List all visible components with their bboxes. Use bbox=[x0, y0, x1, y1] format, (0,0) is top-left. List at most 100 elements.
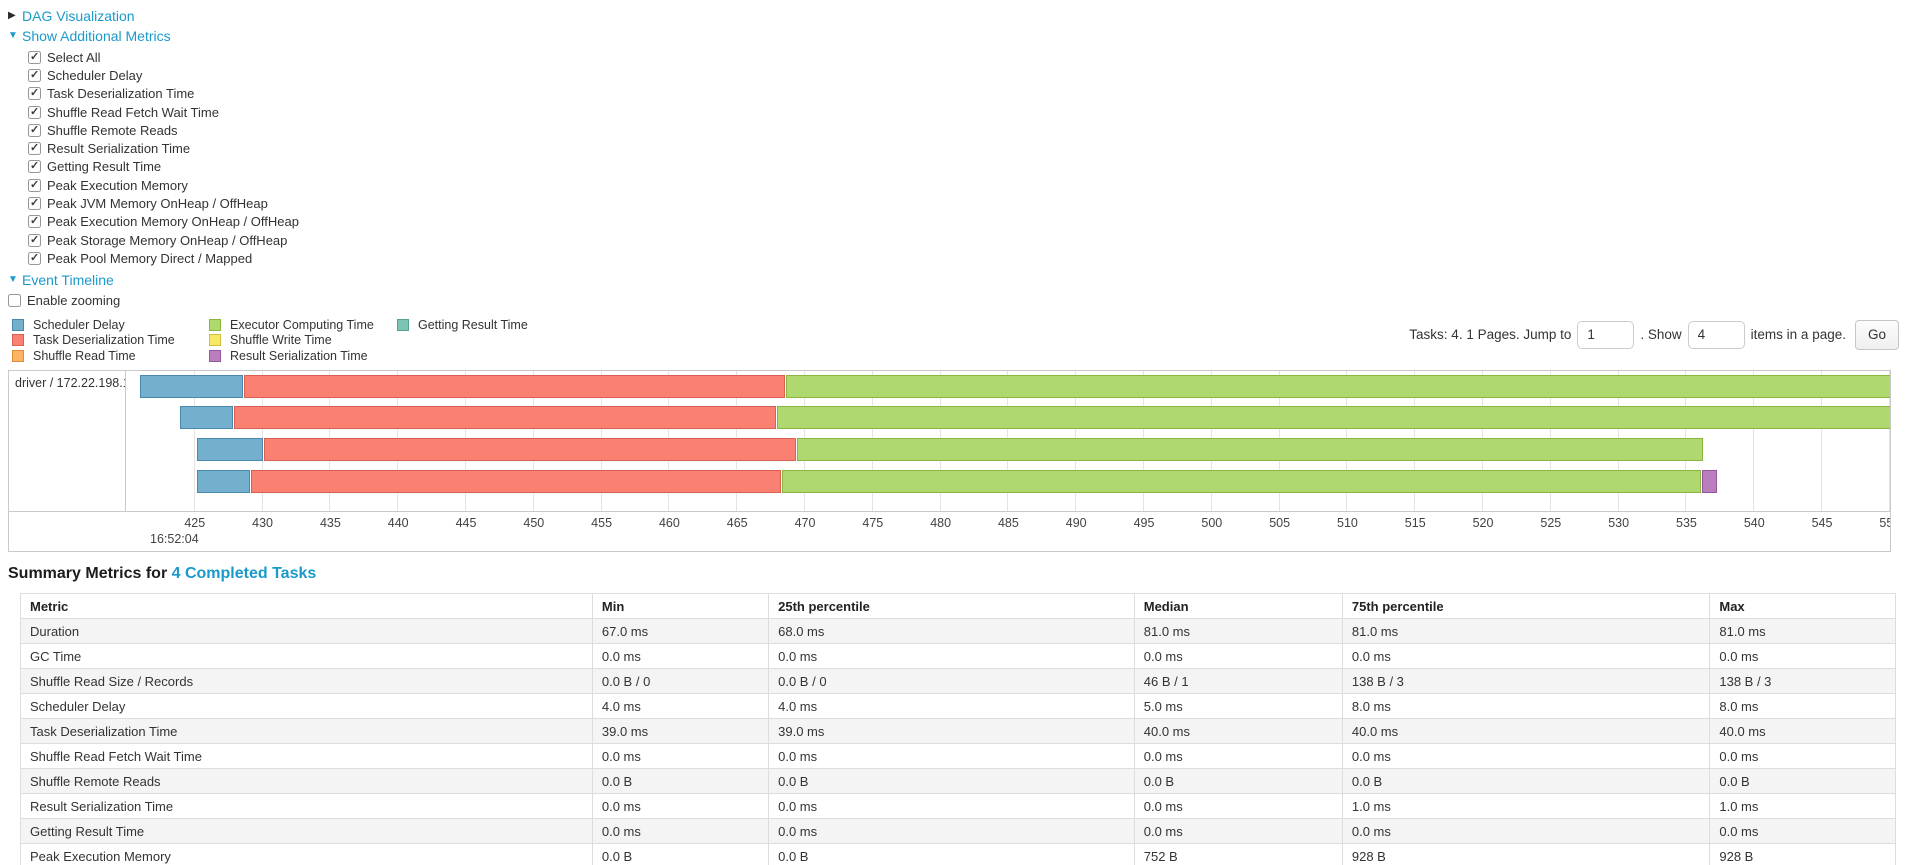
metric-checkbox-label: Peak Storage Memory OnHeap / OffHeap bbox=[47, 232, 288, 248]
summary-table-row: Result Serialization Time 0.0 ms 0.0 ms 0.0… bbox=[20, 793, 1896, 820]
axis-time-label: 16:52:04 bbox=[150, 532, 199, 547]
enable-zooming-checkbox[interactable] bbox=[8, 293, 21, 307]
metric-checkbox-label: Getting Result Time bbox=[47, 159, 162, 175]
task-bar-segment-task-deserialization[interactable] bbox=[250, 470, 782, 494]
collapsed-arrow-icon: ▶ bbox=[8, 10, 16, 21]
axis-tick-label: 480 bbox=[930, 516, 952, 531]
summary-table-row: Shuffle Read Size / Records 0.0 B / 0 0.0 … bbox=[20, 668, 1896, 695]
summary-value-cell: 81.0 ms bbox=[1709, 618, 1896, 645]
task-bar-segment-scheduler-delay[interactable] bbox=[196, 470, 250, 494]
metric-checkbox-label: Peak Pool Memory Direct / Mapped bbox=[47, 250, 253, 266]
task-bar-segment-scheduler-delay[interactable] bbox=[196, 438, 264, 462]
metric-checkbox[interactable] bbox=[28, 142, 41, 156]
summary-value-cell: 81.0 ms bbox=[1341, 618, 1711, 645]
metric-checkbox[interactable] bbox=[28, 251, 41, 265]
metric-checkbox[interactable] bbox=[28, 233, 41, 247]
axis-tick-label: 435 bbox=[319, 516, 341, 531]
metric-checkbox[interactable] bbox=[28, 197, 41, 211]
completed-tasks-link[interactable]: 4 Completed Tasks bbox=[171, 565, 317, 583]
metric-checkbox[interactable] bbox=[28, 87, 41, 101]
metric-list-item: Getting Result Time bbox=[28, 158, 1899, 176]
tasks-count-text: Tasks: 4. 1 Pages. Jump to bbox=[1409, 327, 1572, 343]
axis-tick-label: 485 bbox=[997, 516, 1019, 531]
summary-value-cell: 81.0 ms bbox=[1133, 618, 1343, 645]
axis-tick-label: 490 bbox=[1065, 516, 1087, 531]
task-bar-segment-result-serialization[interactable] bbox=[1701, 470, 1717, 494]
task-bar-segment-executor-computing[interactable] bbox=[797, 438, 1704, 462]
summary-metric-cell: Shuffle Read Size / Records bbox=[20, 668, 593, 695]
metric-checkbox-label: Shuffle Remote Reads bbox=[47, 122, 178, 138]
summary-value-cell: 39.0 ms bbox=[768, 718, 1135, 745]
summary-value-cell: 39.0 ms bbox=[591, 718, 770, 745]
summary-metric-cell: Getting Result Time bbox=[20, 818, 593, 845]
summary-value-cell: 0.0 ms bbox=[591, 743, 770, 770]
event-timeline-toggle[interactable]: ▼ Event Timeline bbox=[8, 270, 1899, 290]
summary-metric-cell: Shuffle Read Fetch Wait Time bbox=[20, 743, 593, 770]
enable-zooming-control: Enable zooming bbox=[8, 291, 1899, 310]
legend-label: Result Serialization Time bbox=[230, 348, 368, 363]
summary-value-cell: 0.0 B / 0 bbox=[591, 668, 770, 695]
summary-value-cell: 68.0 ms bbox=[768, 618, 1135, 645]
metric-list-item: Peak Execution Memory OnHeap / OffHeap bbox=[28, 213, 1899, 231]
summary-value-cell: 0.0 ms bbox=[1133, 743, 1343, 770]
summary-value-cell: 40.0 ms bbox=[1709, 718, 1896, 745]
metric-checkbox[interactable] bbox=[28, 215, 41, 229]
summary-column-header: 25th percentile bbox=[768, 593, 1135, 620]
timeline-plot-area[interactable] bbox=[126, 371, 1890, 512]
summary-value-cell: 0.0 B bbox=[768, 768, 1135, 795]
legend-column: Executor Computing Time Shuffle Write Tim… bbox=[209, 318, 397, 365]
summary-table-row: Duration 67.0 ms 68.0 ms 81.0 ms 81.0 ms 81.0… bbox=[20, 618, 1896, 645]
summary-metric-cell: Shuffle Remote Reads bbox=[20, 768, 593, 795]
metric-checkbox[interactable] bbox=[28, 123, 41, 137]
items-per-page-input[interactable] bbox=[1687, 320, 1745, 349]
axis-gridline bbox=[1821, 371, 1823, 512]
timeline-axis: 16:52:04 425 430 435 440 445 450 455 460 465 470 4… bbox=[9, 511, 1890, 551]
summary-table-row: Shuffle Read Fetch Wait Time 0.0 ms 0.0 ms… bbox=[20, 743, 1896, 770]
task-bar-segment-task-deserialization[interactable] bbox=[243, 375, 786, 399]
task-bar-segment-executor-computing[interactable] bbox=[776, 406, 1890, 430]
summary-value-cell: 928 B bbox=[1709, 843, 1896, 865]
legend-label: Task Deserialization Time bbox=[33, 333, 175, 348]
go-button[interactable]: Go bbox=[1854, 319, 1899, 350]
task-bar-segment-executor-computing[interactable] bbox=[782, 470, 1701, 494]
summary-metric-cell: Duration bbox=[20, 618, 593, 645]
task-bar-segment-executor-computing[interactable] bbox=[786, 375, 1890, 399]
enable-zooming-label: Enable zooming bbox=[27, 292, 121, 308]
summary-value-cell: 928 B bbox=[1341, 843, 1711, 865]
summary-value-cell: 0.0 ms bbox=[768, 643, 1135, 670]
task-bar-segment-task-deserialization[interactable] bbox=[264, 438, 797, 462]
getting-result-swatch-icon bbox=[397, 318, 409, 331]
metric-checkbox[interactable] bbox=[28, 178, 41, 192]
timeline-legend: Scheduler Delay Task Deserialization Time… bbox=[8, 318, 528, 365]
metric-checkbox[interactable] bbox=[28, 105, 41, 119]
metric-checkbox[interactable] bbox=[28, 160, 41, 174]
metric-list-item: Peak Execution Memory bbox=[28, 176, 1899, 194]
legend-column: Scheduler Delay Task Deserialization Time… bbox=[12, 318, 209, 365]
summary-value-cell: 0.0 ms bbox=[591, 793, 770, 820]
axis-tick-label: 440 bbox=[387, 516, 409, 531]
axis-tick-label: 455 bbox=[591, 516, 613, 531]
summary-value-cell: 8.0 ms bbox=[1341, 693, 1711, 720]
metric-checkbox-label: Peak Execution Memory OnHeap / OffHeap bbox=[47, 214, 299, 230]
items-in-page-text: items in a page. bbox=[1750, 327, 1846, 343]
axis-tick-label: 500 bbox=[1201, 516, 1223, 531]
task-bar-segment-scheduler-delay[interactable] bbox=[180, 406, 234, 430]
axis-gridline bbox=[1753, 371, 1755, 512]
metric-checkbox[interactable] bbox=[28, 50, 41, 64]
metric-list-item: Peak JVM Memory OnHeap / OffHeap bbox=[28, 194, 1899, 212]
metric-checkbox-label: Select All bbox=[47, 49, 101, 65]
task-bar-segment-task-deserialization[interactable] bbox=[234, 406, 776, 430]
summary-column-header: 75th percentile bbox=[1341, 593, 1711, 620]
show-additional-metrics-label: Show Additional Metrics bbox=[22, 28, 171, 44]
dag-visualization-label: DAG Visualization bbox=[22, 8, 135, 24]
metric-checkbox[interactable] bbox=[28, 68, 41, 82]
event-timeline-chart: driver / 172.22.198.104 16:52:04 425 430 4… bbox=[8, 370, 1891, 553]
shuffle-write-swatch-icon bbox=[209, 334, 221, 347]
dag-visualization-toggle[interactable]: ▶ DAG Visualization bbox=[8, 6, 1899, 26]
show-additional-metrics-toggle[interactable]: ▼ Show Additional Metrics bbox=[8, 26, 1899, 46]
jump-to-page-input[interactable] bbox=[1577, 320, 1635, 349]
axis-tick-label: 460 bbox=[658, 516, 680, 531]
summary-column-header: Min bbox=[591, 593, 770, 620]
task-bar-segment-scheduler-delay[interactable] bbox=[139, 375, 243, 399]
task-deserialization-swatch-icon bbox=[12, 334, 24, 347]
